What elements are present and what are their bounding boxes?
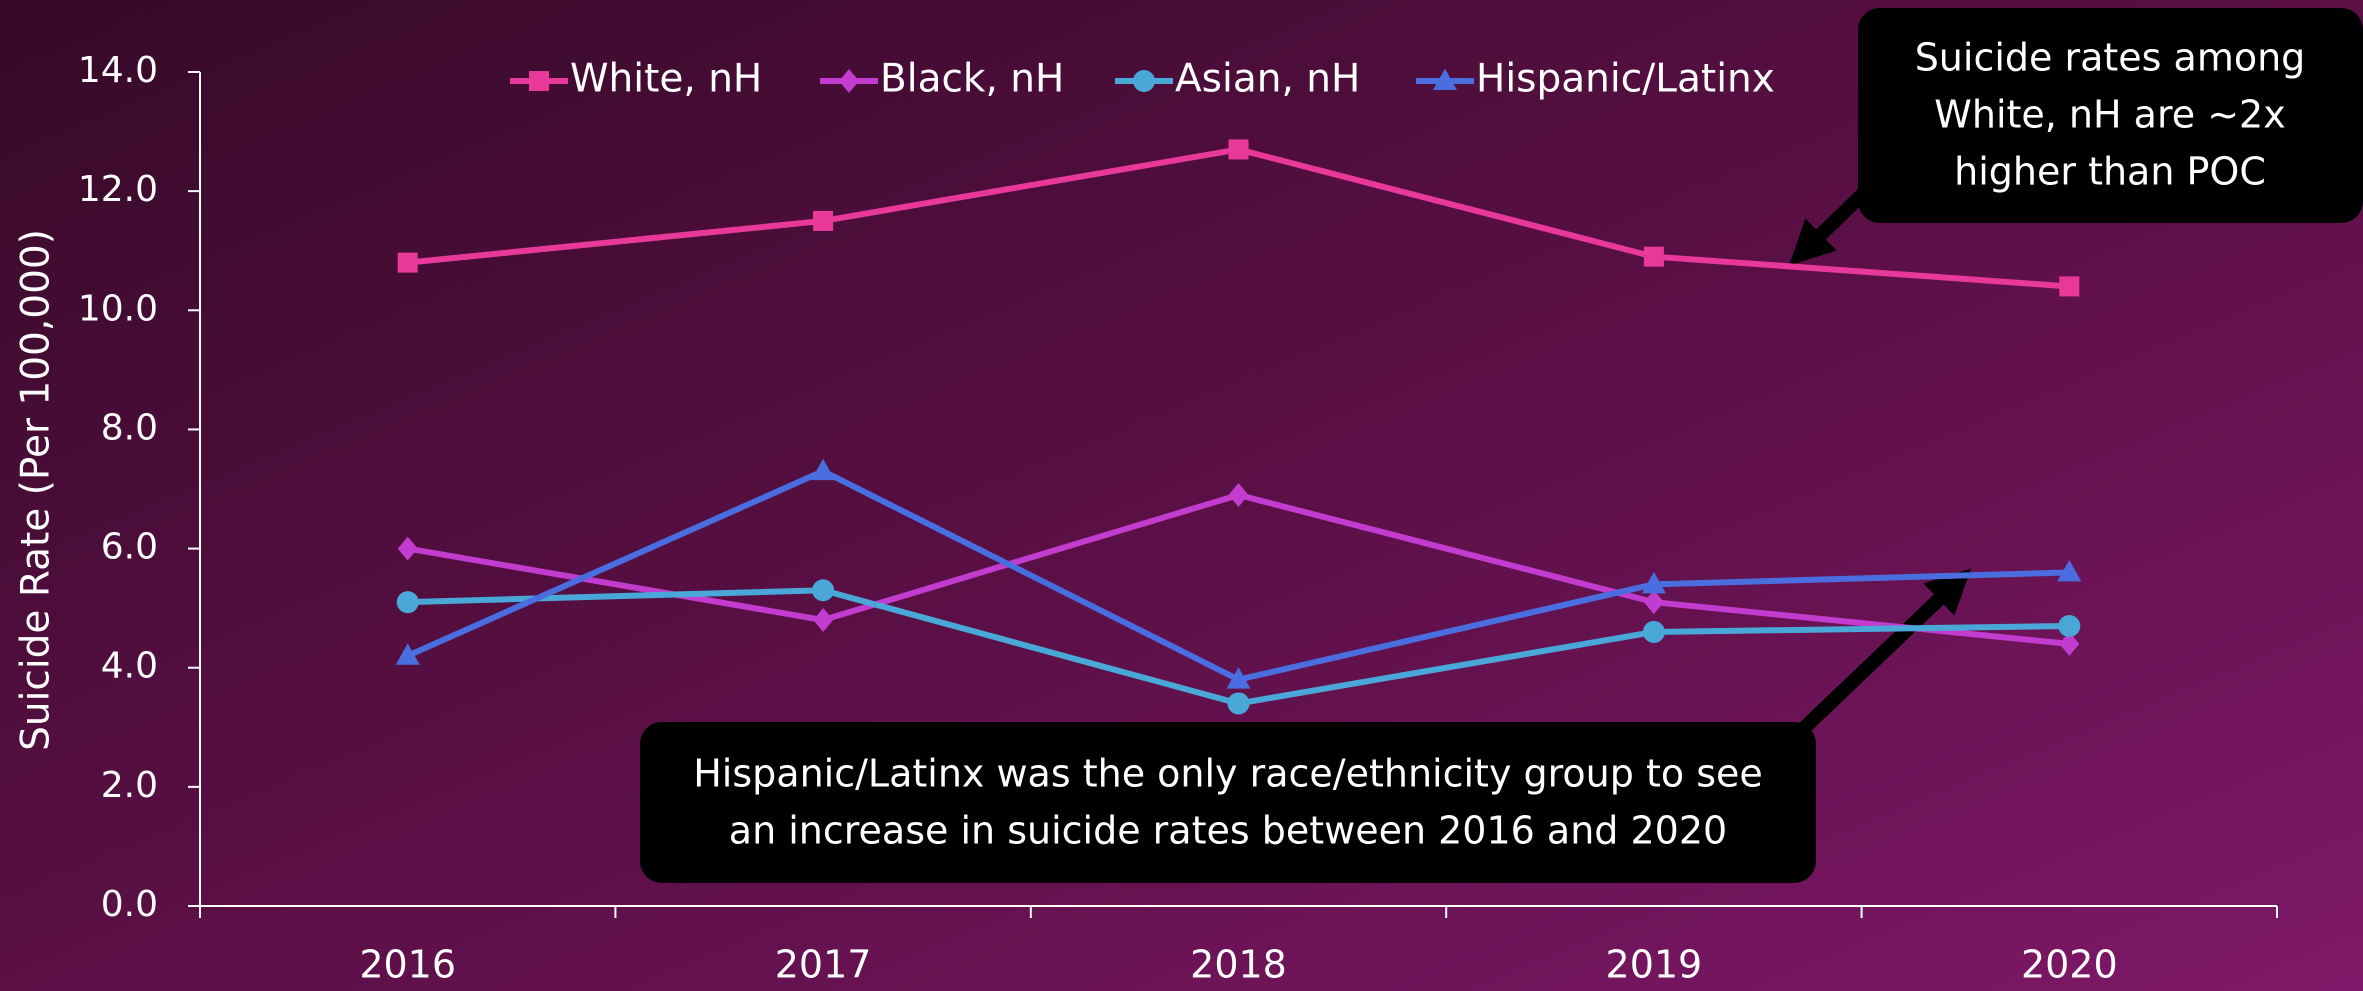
legend-label: Asian, nH — [1175, 57, 1360, 102]
legend-marker — [1433, 68, 1457, 90]
annotation-text: Suicide rates among — [1915, 36, 2306, 80]
data-point — [811, 458, 836, 481]
y-tick-label: 12.0 — [78, 169, 158, 210]
data-point — [2059, 276, 2080, 297]
data-point — [1226, 667, 1251, 689]
data-point — [2059, 631, 2080, 656]
data-point — [2058, 615, 2081, 638]
y-tick-label: 6.0 — [101, 527, 158, 568]
data-point — [1228, 139, 1249, 160]
data-point — [813, 608, 834, 633]
data-point — [1228, 482, 1249, 507]
x-tick-label: 2020 — [2021, 943, 2118, 987]
data-point — [1643, 590, 1664, 615]
annotations: Suicide rates among White, nH are ~2x high… — [640, 8, 2363, 883]
x-tick-label: 2019 — [1606, 943, 1703, 987]
y-axis-title: Suicide Rate (Per 100,000) — [14, 229, 59, 751]
data-point — [397, 252, 418, 273]
annotation-arrow — [1796, 568, 1972, 737]
data-point — [397, 536, 418, 561]
data-point — [1641, 571, 1666, 594]
y-tick-label: 2.0 — [101, 765, 158, 806]
data-point — [1227, 692, 1250, 715]
y-tick-label: 8.0 — [101, 407, 158, 448]
x-tick-label: 2016 — [359, 943, 456, 987]
x-tick-label: 2017 — [775, 943, 872, 987]
legend-label: Black, nH — [880, 57, 1064, 102]
data-point — [396, 591, 419, 614]
annotation-text: White, nH are ~2x — [1934, 93, 2285, 137]
annotation-text: Hispanic/Latinx was the only race/ethnic… — [693, 752, 1763, 796]
data-point — [2057, 560, 2082, 582]
y-tick-label: 0.0 — [101, 884, 158, 925]
annotation-box — [1858, 8, 2363, 223]
annotation-text: higher than POC — [1954, 150, 2266, 194]
data-point — [813, 210, 834, 231]
legend-label: Hispanic/Latinx — [1476, 57, 1775, 102]
y-tick-label: 4.0 — [101, 646, 158, 687]
legend-marker — [839, 69, 859, 93]
data-point — [1642, 620, 1665, 643]
annotation-text: an increase in suicide rates between 201… — [729, 809, 1727, 853]
legend-label: White, nH — [570, 57, 762, 102]
annotation-box — [640, 722, 1816, 883]
legend-marker — [529, 71, 549, 91]
annotation-arrow — [1788, 182, 1874, 266]
legend-marker — [1133, 70, 1155, 92]
y-tick-label: 10.0 — [78, 288, 158, 329]
data-point — [1643, 246, 1664, 267]
data-point — [395, 643, 420, 665]
y-tick-label: 14.0 — [78, 50, 158, 91]
data-point — [812, 579, 835, 602]
x-tick-label: 2018 — [1190, 943, 1287, 987]
